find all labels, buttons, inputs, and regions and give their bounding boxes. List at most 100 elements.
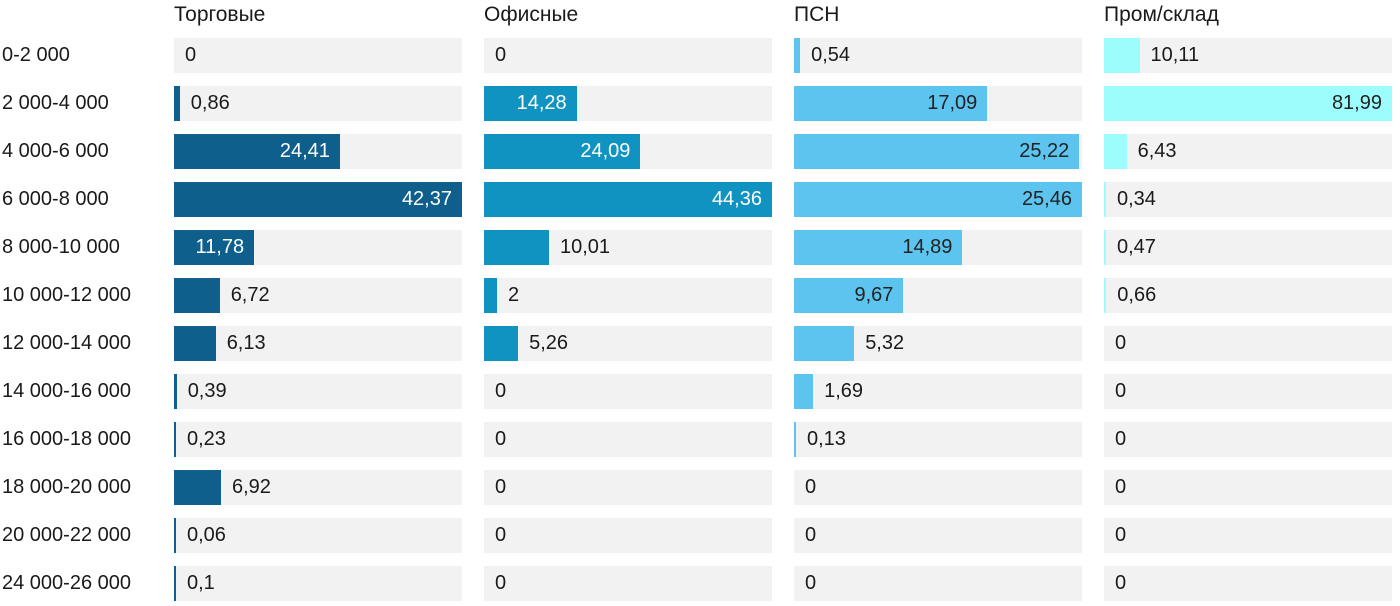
value-label: 0,23 <box>187 428 226 450</box>
value-label: 9,67 <box>854 284 894 306</box>
value-label: 0 <box>805 524 817 546</box>
bar-track: 0 <box>174 38 462 73</box>
bar-track: 0 <box>484 374 772 409</box>
bar-track: 6,13 <box>174 326 462 361</box>
bar-track: 10,11 <box>1104 38 1392 73</box>
row-label: 10 000-12 000 <box>2 284 132 306</box>
bar-track: 0 <box>794 470 1082 505</box>
chart-header-row: Торговые Офисные ПСН Пром/склад <box>0 0 1400 38</box>
bar-track: 0 <box>484 422 772 457</box>
bar <box>1104 230 1106 265</box>
chart-row: 2 000-4 000 0,86 14,28 17,09 81,99 <box>0 86 1400 121</box>
value-label: 24,41 <box>279 140 330 162</box>
value-label: 0,47 <box>1117 236 1156 258</box>
bar <box>1104 182 1106 217</box>
value-label: 10,01 <box>560 236 611 258</box>
bar <box>484 182 772 217</box>
bar-track: 0 <box>484 518 772 553</box>
bar <box>1104 38 1140 73</box>
value-label: 0 <box>1115 428 1127 450</box>
value-label: 0 <box>495 380 507 402</box>
value-label: 5,32 <box>865 332 905 354</box>
value-label: 0 <box>495 476 507 498</box>
bar <box>174 518 176 553</box>
chart-row: 14 000-16 000 0,39 0 1,69 0 <box>0 374 1400 409</box>
value-label: 14,28 <box>516 92 567 114</box>
value-label: 6,92 <box>232 476 271 498</box>
value-label: 25,46 <box>1021 188 1072 210</box>
row-label: 6 000-8 000 <box>2 188 109 210</box>
row-label: 20 000-22 000 <box>2 524 132 546</box>
row-label: 8 000-10 000 <box>2 236 120 258</box>
bar <box>174 182 462 217</box>
chart-rows: 0-2 000 0 0 0,54 10,11 2 000-4 000 0,86 14,28 17… <box>0 38 1400 601</box>
value-label: 11,78 <box>195 236 245 258</box>
bar-track: 0,86 <box>174 86 462 121</box>
series-header-torgovye: Торговые <box>174 3 266 26</box>
value-label: 25,22 <box>1019 140 1070 162</box>
chart-row: 0-2 000 0 0 0,54 10,11 <box>0 38 1400 73</box>
bar-track: 0 <box>484 38 772 73</box>
bar-track: 6,72 <box>174 278 462 313</box>
bar-track: 44,36 <box>484 182 772 217</box>
bar <box>794 134 1080 169</box>
bar <box>174 566 176 601</box>
series-header-psn: ПСН <box>794 3 840 26</box>
bar <box>794 278 904 313</box>
row-label: 24 000-26 000 <box>2 572 132 594</box>
bar-track: 0 <box>1104 470 1392 505</box>
value-label: 14,89 <box>902 236 953 258</box>
chart-row: 16 000-18 000 0,23 0 0,13 0 <box>0 422 1400 457</box>
bar <box>484 230 549 265</box>
value-label: 0,66 <box>1117 284 1157 306</box>
bar-track: 0,1 <box>174 566 462 601</box>
value-label: 0,54 <box>811 44 851 66</box>
value-label: 1,69 <box>824 380 864 402</box>
bar-track: 9,67 <box>794 278 1082 313</box>
bar-track: 0,13 <box>794 422 1082 457</box>
bar <box>1104 134 1127 169</box>
value-label: 2 <box>508 284 520 306</box>
bar <box>794 182 1082 217</box>
value-label: 0 <box>805 572 817 594</box>
value-label: 10,11 <box>1150 44 1200 66</box>
bar <box>174 278 220 313</box>
bar <box>794 86 988 121</box>
bar-track: 24,09 <box>484 134 772 169</box>
bar-track: 17,09 <box>794 86 1082 121</box>
row-label: 0-2 000 <box>2 44 70 66</box>
value-label: 0 <box>495 572 507 594</box>
row-label: 4 000-6 000 <box>2 140 109 162</box>
bar-track: 0,47 <box>1104 230 1392 265</box>
value-label: 0 <box>185 44 197 66</box>
bar <box>174 86 180 121</box>
value-label: 0,06 <box>187 524 226 546</box>
value-label: 6,13 <box>226 332 266 354</box>
bar-track: 1,69 <box>794 374 1082 409</box>
bar <box>794 374 814 409</box>
value-label: 0 <box>1115 524 1127 546</box>
chart-row: 18 000-20 000 6,92 0 0 0 <box>0 470 1400 505</box>
value-label: 42,37 <box>401 188 452 210</box>
bar-track: 10,01 <box>484 230 772 265</box>
value-label: 0 <box>495 428 507 450</box>
bar <box>174 374 177 409</box>
bar <box>174 422 176 457</box>
bar <box>1104 86 1392 121</box>
bar-track: 5,26 <box>484 326 772 361</box>
value-label: 0 <box>1115 572 1127 594</box>
bar-track: 0,34 <box>1104 182 1392 217</box>
value-label: 0 <box>1115 332 1127 354</box>
value-label: 6,72 <box>230 284 270 306</box>
bar <box>484 134 641 169</box>
bar-track: 0 <box>794 518 1082 553</box>
row-label: 14 000-16 000 <box>2 380 132 402</box>
series-header-prom-sklad: Пром/склад <box>1104 3 1219 26</box>
bar-track: 0 <box>484 566 772 601</box>
bar-track: 11,78 <box>174 230 462 265</box>
value-label: 5,26 <box>529 332 569 354</box>
value-label: 0 <box>495 524 507 546</box>
bar-track: 5,32 <box>794 326 1082 361</box>
bar-track: 0,66 <box>1104 278 1392 313</box>
